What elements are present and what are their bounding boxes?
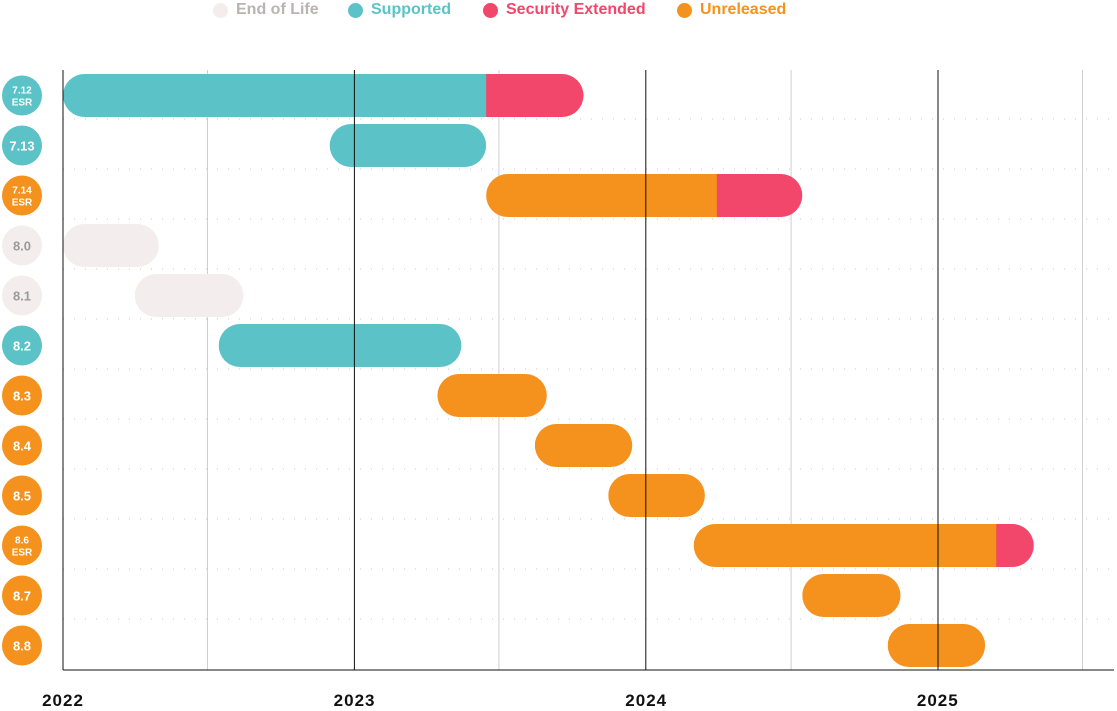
version-sublabel: ESR — [12, 198, 33, 209]
version-number: 7.14 — [12, 186, 32, 197]
x-tick-label: 2024 — [625, 691, 667, 710]
version-bar — [693, 524, 1034, 567]
x-tick-label: 2025 — [917, 691, 959, 710]
bar-segment-supported — [63, 74, 487, 117]
legend-swatch — [213, 2, 228, 18]
legend-item: End of Life — [213, 0, 319, 20]
version-bar — [534, 424, 633, 467]
version-badge-circle — [2, 625, 42, 666]
version-badge-circle — [2, 325, 42, 366]
bar-segment-unreleased — [437, 374, 547, 417]
year-lines — [353, 70, 939, 670]
version-number: 8.6 — [15, 536, 29, 547]
version-number: 8.0 — [13, 239, 31, 254]
version-badge: 8.0 — [2, 225, 42, 266]
version-badge: 7.13 — [2, 125, 42, 166]
bar-segment-eol — [63, 224, 159, 267]
version-bar — [329, 124, 487, 167]
bar-segment-eol — [134, 274, 244, 317]
version-bar — [608, 474, 705, 517]
version-badge: 8.7 — [2, 575, 42, 616]
version-badge-circle — [2, 125, 42, 166]
version-number: 7.12 — [12, 86, 32, 97]
version-number: 8.5 — [13, 489, 31, 504]
legend-swatch — [483, 2, 498, 18]
version-badge-circle — [2, 75, 42, 116]
version-badge-circle — [2, 225, 42, 266]
version-number: 8.2 — [13, 339, 31, 354]
grid — [63, 70, 1114, 670]
version-badge: 8.2 — [2, 325, 42, 366]
version-badge-circle — [2, 175, 42, 216]
bar-segment-security — [996, 524, 1034, 567]
bar-segment-security — [486, 74, 584, 117]
version-badge-circle — [2, 575, 42, 616]
version-badge-circle — [2, 425, 42, 466]
bar-segment-supported — [218, 324, 462, 367]
version-bar — [63, 74, 584, 117]
version-sublabel: ESR — [12, 548, 33, 559]
version-badge: 8.8 — [2, 625, 42, 666]
version-number: 7.13 — [9, 139, 34, 154]
legend-item: Security Extended — [483, 0, 646, 20]
version-badge: 8.1 — [2, 275, 42, 316]
version-number: 8.3 — [13, 389, 31, 404]
version-badge-circle — [2, 375, 42, 416]
x-tick-label: 2023 — [334, 691, 376, 710]
version-number: 8.4 — [13, 439, 32, 454]
version-bar — [486, 174, 803, 217]
version-badge-circle — [2, 275, 42, 316]
legend: End of Life Supported Security Extended Unr… — [0, 0, 1117, 24]
version-labels: 7.12ESR7.137.14ESR8.08.18.28.38.48.58.6E… — [2, 75, 42, 666]
legend-label: Supported — [371, 1, 451, 18]
bar-segment-unreleased — [802, 574, 901, 617]
legend-item: Unreleased — [677, 0, 786, 20]
legend-item: Supported — [348, 0, 451, 20]
version-badge: 8.4 — [2, 425, 42, 466]
bar-segment-unreleased — [486, 174, 718, 217]
bar-segment-unreleased — [693, 524, 997, 567]
version-bar — [437, 374, 547, 417]
version-sublabel: ESR — [12, 98, 33, 109]
bar-segment-unreleased — [534, 424, 633, 467]
version-badge: 8.5 — [2, 475, 42, 516]
legend-swatch — [677, 2, 692, 18]
version-number: 8.1 — [13, 289, 31, 304]
version-bar — [218, 324, 462, 367]
version-bar — [802, 574, 901, 617]
version-bar — [63, 224, 159, 267]
version-number: 8.8 — [13, 639, 31, 654]
bar-segment-supported — [329, 124, 487, 167]
legend-label: Security Extended — [506, 1, 646, 18]
version-badge: 8.3 — [2, 375, 42, 416]
bars — [63, 74, 1034, 667]
legend-label: Unreleased — [700, 1, 787, 18]
version-bar — [887, 624, 986, 667]
bar-segment-unreleased — [608, 474, 705, 517]
version-badge-circle — [2, 525, 42, 566]
bar-segment-security — [716, 174, 803, 217]
bar-segment-unreleased — [887, 624, 986, 667]
legend-label: End of Life — [236, 1, 319, 18]
version-bar — [134, 274, 244, 317]
version-number: 8.7 — [13, 589, 31, 604]
x-tick-label: 2022 — [42, 691, 84, 710]
version-badge-circle — [2, 475, 42, 516]
legend-swatch — [348, 2, 363, 18]
